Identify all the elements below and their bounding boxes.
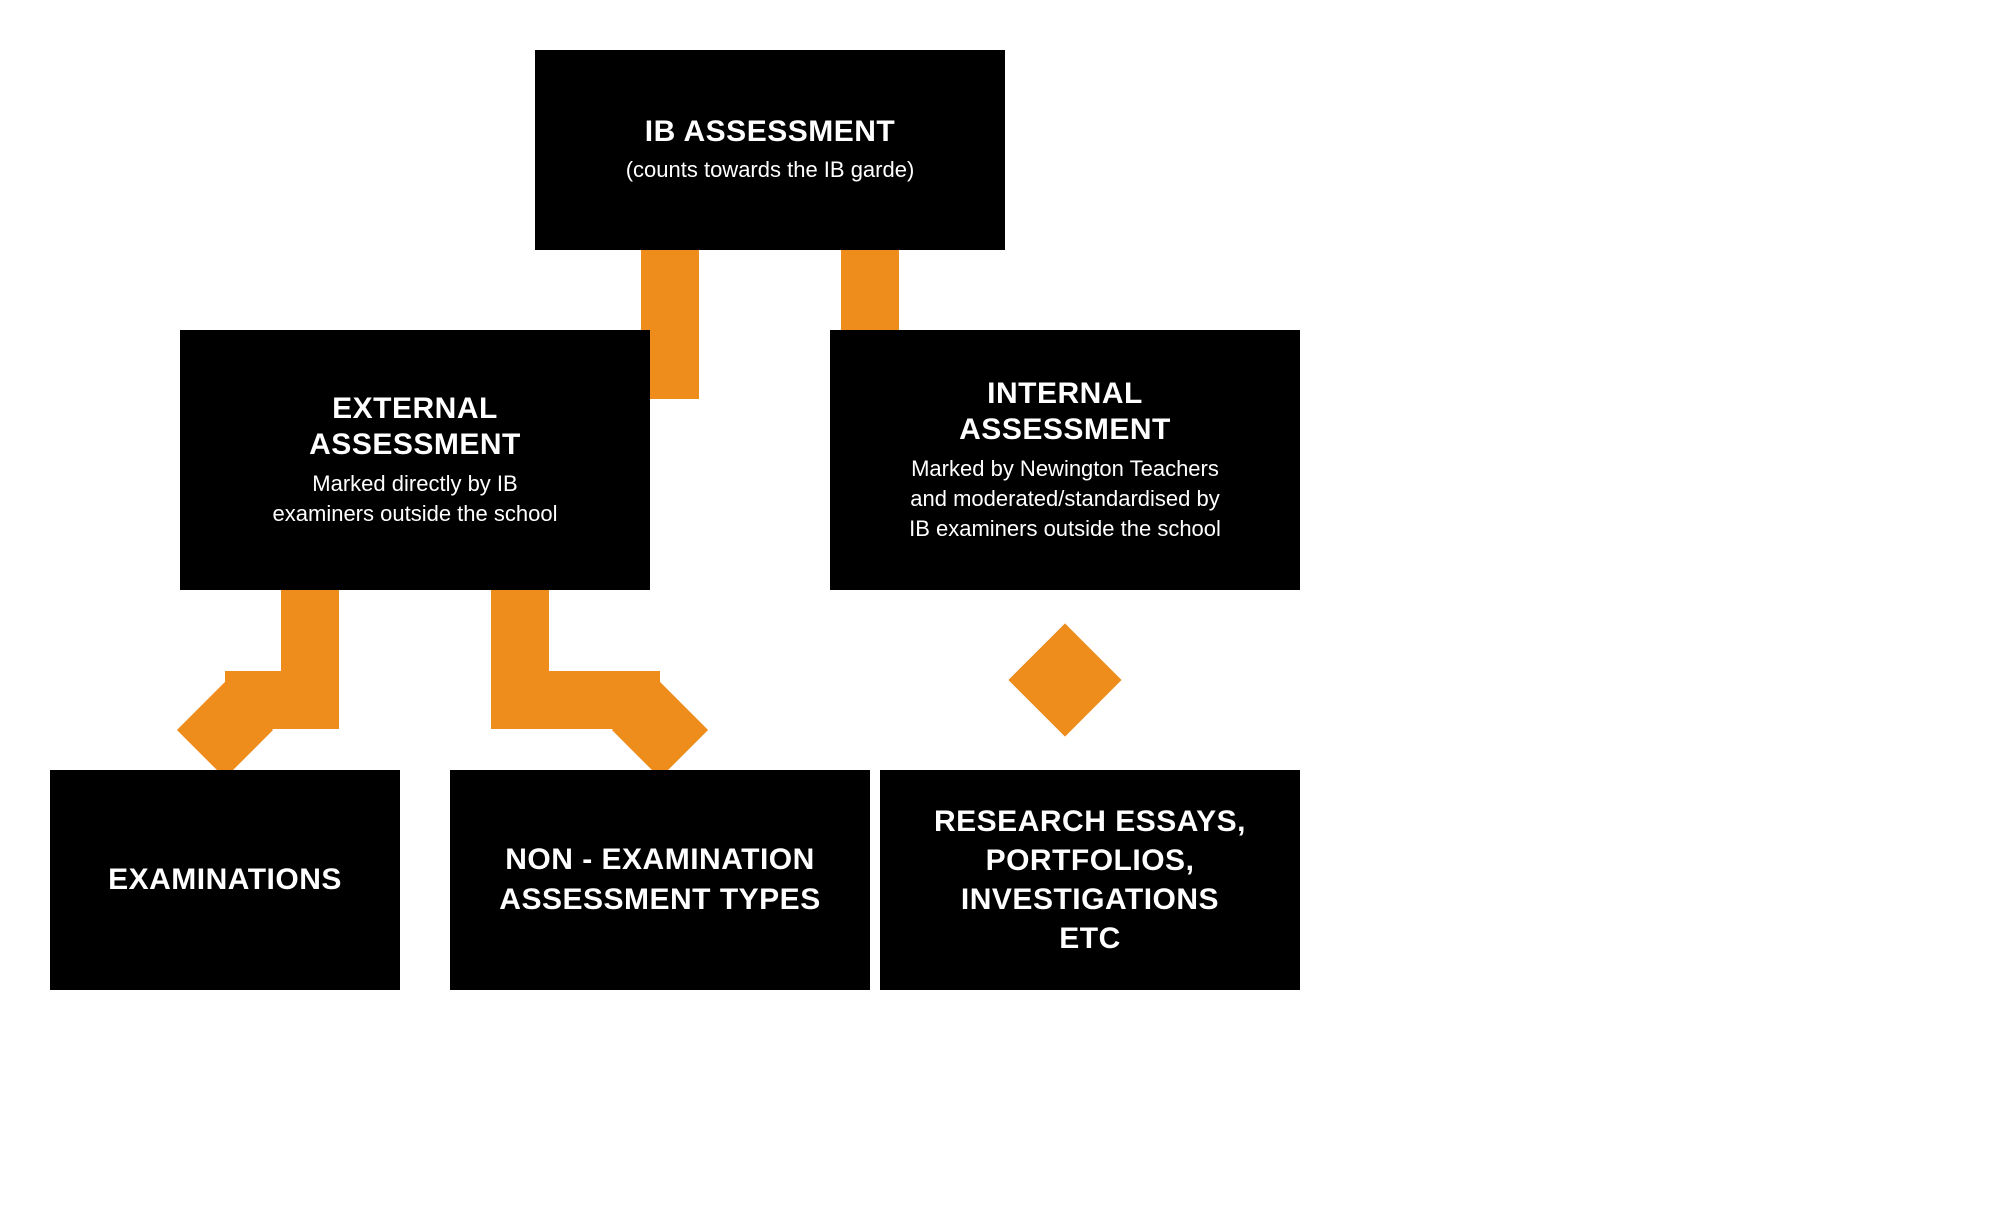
node-examinations: EXAMINATIONS <box>50 770 400 990</box>
node-external-assessment: EXTERNAL ASSESSMENT Marked directly by I… <box>180 330 650 590</box>
node-sub: Marked by Newington Teachers and moderat… <box>909 454 1221 543</box>
node-title: EXTERNAL ASSESSMENT <box>309 391 521 463</box>
node-research-essays: RESEARCH ESSAYS, PORTFOLIOS, INVESTIGATI… <box>880 770 1300 990</box>
node-title: INTERNAL ASSESSMENT <box>959 376 1171 448</box>
node-sub: (counts towards the IB garde) <box>626 155 915 185</box>
node-non-examination: NON - EXAMINATION ASSESSMENT TYPES <box>450 770 870 990</box>
node-internal-assessment: INTERNAL ASSESSMENT Marked by Newington … <box>830 330 1300 590</box>
node-sub: Marked directly by IB examiners outside … <box>273 469 558 528</box>
node-title: NON - EXAMINATION ASSESSMENT TYPES <box>499 840 820 921</box>
node-ib-assessment: IB ASSESSMENT (counts towards the IB gar… <box>535 50 1005 250</box>
node-title: IB ASSESSMENT <box>645 115 895 149</box>
node-title: EXAMINATIONS <box>108 863 342 897</box>
assessment-diagram: IB ASSESSMENT (counts towards the IB gar… <box>50 50 1350 1050</box>
node-title: RESEARCH ESSAYS, PORTFOLIOS, INVESTIGATI… <box>934 802 1246 958</box>
